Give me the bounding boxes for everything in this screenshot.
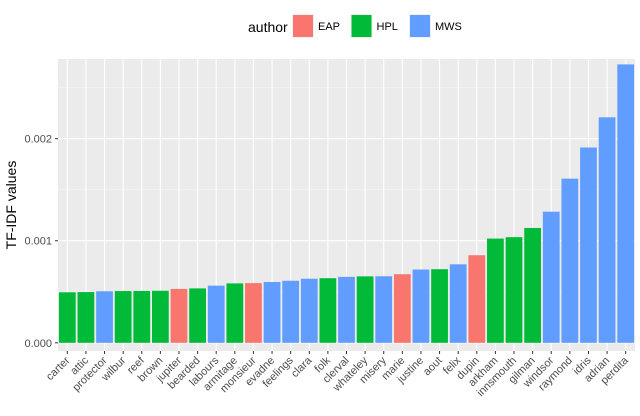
bar-aout — [431, 269, 448, 343]
bar-windsor — [542, 211, 560, 343]
bar-monsieur — [245, 283, 262, 343]
legend: author EAP HPL MWS — [248, 14, 462, 38]
bar-whateley — [356, 276, 374, 343]
bar-arkham — [487, 238, 504, 343]
bar-protector — [96, 291, 113, 343]
bar-wilbur — [114, 291, 132, 343]
bar-perdita — [617, 64, 635, 343]
bar-clerval — [338, 276, 355, 343]
bar-attic — [77, 292, 95, 343]
x-tick-label-clara: clara — [289, 354, 315, 380]
y-tick-label: 0.002 — [24, 134, 52, 146]
bar-bearded — [189, 288, 206, 343]
bar-innsmouth — [505, 237, 523, 343]
bar-brown — [151, 290, 169, 343]
x-tick-label-aout: aout — [421, 355, 445, 379]
bar-raymond — [561, 178, 579, 343]
bar-marie — [393, 274, 411, 343]
bars-group — [58, 64, 635, 343]
legend-swatch-mws — [410, 15, 430, 37]
bar-evadne — [263, 281, 281, 343]
y-tick-label: 0.000 — [24, 338, 52, 350]
legend-label-eap: EAP — [318, 21, 340, 33]
y-axis-ticks: 0.000 0.001 0.002 — [24, 134, 58, 350]
bar-clara — [300, 278, 318, 343]
legend-label-mws: MWS — [435, 21, 462, 33]
bar-dupin — [468, 255, 486, 343]
bar-folk — [319, 278, 337, 343]
bar-jupiter — [170, 288, 188, 343]
legend-swatch-hpl — [351, 15, 372, 37]
bar-justine — [412, 269, 430, 343]
bar-armitage — [226, 283, 244, 343]
bar-felix — [449, 264, 467, 343]
bar-gilman — [524, 227, 542, 343]
y-tick-label: 0.001 — [24, 236, 52, 248]
legend-title: author — [248, 19, 288, 35]
bar-carter — [58, 292, 76, 343]
x-axis-ticks: carteratticprotectorwilburreefbrownjupit… — [44, 351, 631, 399]
bar-reef — [133, 290, 151, 343]
bar-misery — [375, 276, 393, 343]
y-axis-label: TF-IDF values — [3, 161, 19, 250]
bar-idris — [580, 147, 597, 343]
legend-swatch-eap — [293, 15, 313, 37]
bar-feelings — [282, 280, 300, 343]
bar-adrian — [598, 117, 616, 343]
bar-labours — [207, 285, 225, 343]
legend-label-hpl: HPL — [377, 21, 398, 33]
